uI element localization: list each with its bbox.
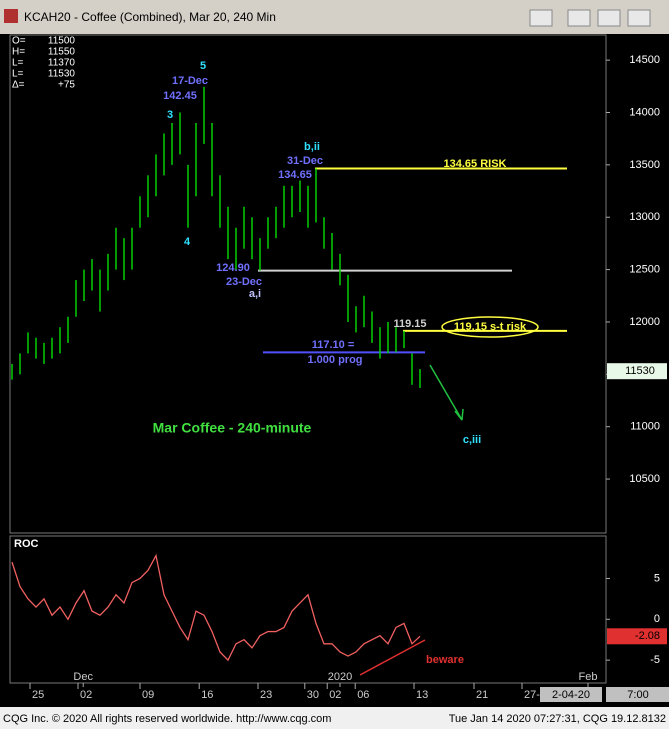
x-major-label: Feb bbox=[579, 671, 598, 683]
annotation: 31-Dec bbox=[287, 155, 323, 167]
x-tick-label: 30 bbox=[307, 689, 319, 701]
time-box bbox=[606, 687, 669, 702]
close-button[interactable] bbox=[627, 9, 651, 27]
y-tick-label: 5 bbox=[654, 572, 660, 584]
y-tick-label: 11000 bbox=[630, 421, 660, 433]
x-tick-label: 25 bbox=[32, 689, 44, 701]
roc-line bbox=[11, 553, 421, 662]
readout-label: H= bbox=[12, 47, 25, 58]
annotation: c,iii bbox=[463, 434, 481, 446]
footer-right: Tue Jan 14 2020 07:27:31, CQG 19.12.8132 bbox=[449, 713, 666, 725]
readout-value: 11530 bbox=[48, 69, 76, 80]
roc-trendline bbox=[359, 639, 426, 676]
x-major-label: 2020 bbox=[328, 671, 352, 683]
minimize-button[interactable] bbox=[567, 9, 591, 27]
annotation: beware bbox=[426, 654, 464, 666]
x-tick-label: 23 bbox=[260, 689, 272, 701]
chart-area bbox=[0, 34, 669, 707]
annotation: b,ii bbox=[304, 141, 320, 153]
readout-value: 11500 bbox=[48, 36, 76, 47]
y-tick-label: -5 bbox=[650, 654, 660, 666]
y-tick-label: 10500 bbox=[629, 473, 660, 485]
annotation: 119.15 bbox=[393, 318, 426, 330]
window-title: KCAH20 - Coffee (Combined), Mar 20, 240 … bbox=[24, 10, 276, 24]
y-tick-label: 0 bbox=[654, 613, 660, 625]
projection-arrow bbox=[429, 364, 463, 421]
y-tick-label: 13000 bbox=[629, 211, 660, 223]
annotation: a,i bbox=[249, 288, 261, 300]
readout-value: +75 bbox=[58, 80, 75, 91]
annotation: 119.15 s-t risk bbox=[454, 321, 527, 333]
annotation: 1.000 prog bbox=[307, 354, 362, 366]
readout-value: 11370 bbox=[48, 58, 76, 69]
x-tick-label: 21 bbox=[476, 689, 488, 701]
annotation: 23-Dec bbox=[226, 276, 262, 288]
annotation: 3 bbox=[167, 109, 173, 121]
risk-ellipse bbox=[441, 316, 539, 338]
readout-label: O= bbox=[12, 36, 26, 47]
annotation: 134.65 RISK bbox=[444, 158, 507, 170]
price-panel bbox=[9, 34, 607, 534]
annotation: 17-Dec bbox=[172, 75, 208, 87]
y-tick-label: 14000 bbox=[629, 106, 660, 118]
annotation: 117.10 = bbox=[312, 339, 355, 351]
annotation: 124.90 bbox=[216, 262, 250, 274]
readout-label: Δ= bbox=[12, 80, 25, 91]
date-box bbox=[540, 687, 602, 702]
footer bbox=[0, 707, 669, 729]
annotation: 134.65 bbox=[278, 169, 312, 181]
y-tick-label: 12000 bbox=[629, 316, 660, 328]
x-tick-label: 02 bbox=[80, 689, 92, 701]
window-buttons[interactable] bbox=[529, 9, 651, 27]
roc-panel bbox=[9, 535, 607, 684]
last-roc: -2.08 bbox=[635, 630, 660, 642]
readout-value: 11550 bbox=[48, 47, 76, 58]
readout-label: L= bbox=[12, 69, 24, 80]
x-tick-label: 06 bbox=[357, 689, 369, 701]
roc-title: ROC bbox=[14, 538, 39, 550]
readout-label: L= bbox=[12, 58, 24, 69]
y-tick-label: 12500 bbox=[629, 264, 660, 276]
y-tick-label: 13500 bbox=[629, 159, 660, 171]
link-button[interactable] bbox=[529, 9, 553, 27]
x-major-label: Dec bbox=[73, 671, 93, 683]
annotation: 142.45 bbox=[163, 90, 197, 102]
time-box-text: 7:00 bbox=[627, 689, 648, 701]
app-icon bbox=[4, 9, 18, 23]
x-tick-label: 13 bbox=[416, 689, 428, 701]
y-tick-label: 14500 bbox=[629, 54, 660, 66]
annotation: Mar Coffee - 240-minute bbox=[153, 420, 312, 436]
footer-left: CQG Inc. © 2020 All rights reserved worl… bbox=[3, 713, 331, 725]
last-price: 11530 bbox=[625, 365, 655, 377]
x-tick-label: 09 bbox=[142, 689, 154, 701]
annotation: 5 bbox=[200, 60, 206, 72]
last-roc-box bbox=[607, 628, 667, 645]
x-tick-label: 02 bbox=[329, 689, 341, 701]
annotation: 4 bbox=[184, 236, 191, 248]
last-price-box bbox=[607, 363, 667, 380]
date-box-text: 2-04-20 bbox=[552, 689, 590, 701]
title-bar bbox=[0, 0, 669, 34]
x-tick-label: 27- bbox=[524, 689, 540, 701]
arrow-head bbox=[454, 408, 464, 421]
x-tick-label: 16 bbox=[201, 689, 213, 701]
maximize-button[interactable] bbox=[597, 9, 621, 27]
